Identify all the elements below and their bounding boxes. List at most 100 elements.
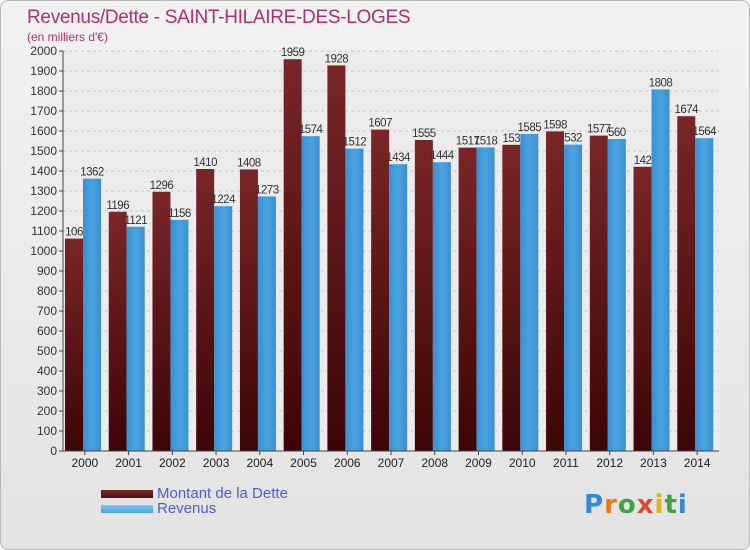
data-label-revenus: 1156	[168, 208, 191, 220]
data-label-dette: 106	[65, 227, 83, 239]
data-label-dette: 1928	[325, 53, 349, 65]
bar-revenus	[651, 89, 670, 452]
bar-revenus	[476, 147, 495, 451]
x-tick-label: 2000	[72, 456, 99, 470]
bar-dette	[502, 144, 521, 452]
data-label-dette: 153	[502, 133, 520, 145]
x-tick-label: 2004	[246, 456, 273, 470]
y-tick-label: 100	[37, 424, 57, 438]
x-tick-label: 2013	[640, 456, 667, 470]
x-tick-label: 2011	[553, 456, 579, 470]
legend-label-dette: Montant de la Dette	[157, 485, 288, 502]
bar-revenus	[564, 144, 583, 451]
bar-revenus	[345, 148, 364, 451]
y-tick-label: 300	[37, 384, 57, 398]
y-tick-label: 200	[37, 404, 57, 418]
y-tick-label: 0	[50, 444, 57, 458]
chart-title: Revenus/Dette - SAINT-HILAIRE-DES-LOGES	[27, 7, 411, 28]
logo-letter: r	[604, 490, 618, 520]
bar-revenus	[257, 196, 276, 451]
bar-dette	[677, 116, 696, 451]
bar-dette	[414, 140, 433, 451]
bar-dette	[371, 129, 390, 451]
data-label-dette: 1674	[674, 104, 699, 116]
bar-dette	[589, 135, 608, 451]
data-label-dette: 1555	[412, 128, 436, 140]
bar-dette	[633, 166, 652, 452]
x-tick-label: 2007	[378, 456, 405, 470]
data-label-revenus: 1444	[430, 150, 455, 162]
x-tick-label: 2003	[203, 456, 230, 470]
logo-letter: P	[584, 490, 605, 520]
data-label-revenus: 1574	[299, 124, 324, 136]
bar-revenus	[432, 162, 451, 451]
data-label-revenus: 1362	[80, 167, 104, 179]
y-tick-label: 1300	[30, 184, 57, 198]
bar-dette	[152, 191, 171, 452]
data-label-dette: 1408	[237, 157, 261, 169]
bar-dette	[458, 147, 477, 451]
data-label-revenus: 532	[564, 133, 582, 145]
y-tick-label: 1400	[30, 164, 57, 178]
legend-swatch-dette	[101, 490, 153, 498]
data-label-dette: 1410	[193, 157, 217, 169]
x-tick-label: 2008	[421, 456, 448, 470]
y-tick-label: 2000	[30, 44, 57, 58]
data-label-revenus: 560	[608, 127, 626, 139]
data-label-revenus: 1512	[343, 137, 367, 149]
bar-dette	[327, 65, 346, 452]
legend-label-revenus: Revenus	[157, 500, 217, 517]
data-label-revenus: 1564	[692, 126, 717, 138]
x-tick-label: 2012	[596, 456, 623, 470]
y-tick-label: 900	[37, 264, 57, 278]
bar-dette	[65, 238, 83, 451]
y-tick-label: 1100	[31, 224, 57, 238]
y-tick-label: 600	[37, 324, 57, 338]
data-label-revenus: 1434	[386, 152, 411, 164]
bar-dette	[239, 169, 258, 451]
data-label-revenus: 1808	[649, 77, 673, 89]
data-label-revenus: 1518	[474, 135, 498, 147]
legend-swatch-revenus	[101, 505, 153, 513]
x-tick-label: 2005	[290, 456, 317, 470]
bar-revenus	[83, 178, 101, 451]
bar-revenus	[520, 134, 539, 451]
data-label-dette: 1577	[587, 124, 611, 136]
y-tick-label: 1900	[30, 64, 57, 78]
data-label-dette: 1296	[150, 180, 174, 192]
data-label-dette: 1196	[106, 200, 129, 212]
x-tick-label: 2002	[159, 456, 186, 470]
logo-letter: o	[617, 490, 637, 520]
chart-subtitle: (en milliers d'€)	[27, 30, 108, 44]
bar-dette	[283, 59, 302, 451]
x-tick-label: 2010	[509, 456, 536, 470]
x-tick-label: 2009	[465, 456, 492, 470]
bar-revenus	[126, 226, 145, 451]
data-label-revenus: 1121	[124, 215, 147, 227]
bar-revenus	[695, 138, 714, 451]
data-label-dette: 1607	[368, 118, 392, 130]
y-tick-label: 700	[37, 304, 57, 318]
bar-dette	[108, 211, 127, 451]
y-tick-label: 1800	[30, 84, 57, 98]
logo-letter: x	[636, 490, 655, 520]
x-tick-label: 2006	[334, 456, 361, 470]
bar-revenus	[301, 136, 320, 451]
y-tick-label: 800	[37, 284, 57, 298]
data-label-dette: 1517	[456, 136, 480, 148]
y-tick-label: 1500	[30, 144, 57, 158]
logo-letter: t	[664, 490, 678, 520]
bar-revenus	[170, 219, 189, 451]
bar-revenus	[214, 206, 233, 451]
data-label-dette: 1598	[543, 119, 567, 131]
data-label-revenus: 1224	[211, 194, 236, 206]
x-tick-label: 2001	[115, 456, 142, 470]
data-label-dette: 1959	[281, 47, 305, 59]
data-label-dette: 142	[634, 155, 652, 167]
y-tick-label: 1700	[30, 104, 57, 118]
logo-letter: i	[677, 490, 688, 520]
y-tick-label: 1000	[30, 244, 57, 258]
bar-dette	[196, 169, 215, 451]
y-tick-label: 500	[37, 344, 57, 358]
